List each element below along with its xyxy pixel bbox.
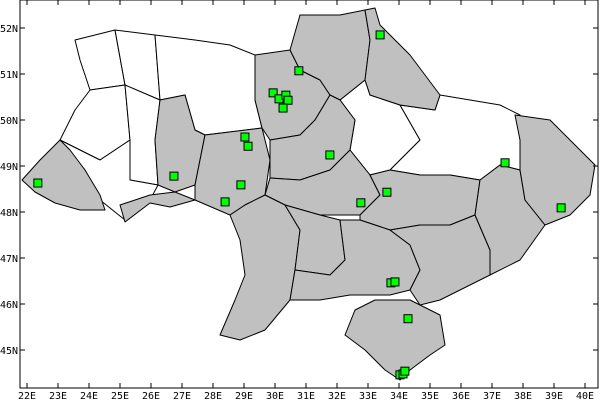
station-marker — [243, 141, 253, 151]
region-odesa — [219, 194, 301, 341]
region-crimea — [344, 299, 446, 381]
station-marker — [236, 180, 246, 190]
lon-tick-label: 23E — [49, 391, 67, 400]
lon-tick-label: 28E — [204, 391, 222, 400]
station-marker — [169, 171, 179, 181]
lat-tick-label: 52N — [0, 24, 18, 35]
station-marker — [556, 203, 566, 213]
station-marker — [500, 158, 510, 168]
station-marker — [294, 66, 304, 76]
lon-tick-label: 39E — [545, 391, 563, 400]
station-marker — [403, 314, 413, 324]
lon-tick-label: 25E — [111, 391, 129, 400]
lat-tick-label: 51N — [0, 70, 18, 81]
station-marker — [283, 95, 293, 105]
lon-tick-label: 36E — [452, 391, 470, 400]
station-marker — [240, 132, 250, 142]
lon-axis: 22E 23E 24E 25E 26E 27E 28E 29E 30E 31E 32E 33E 34E 3… — [18, 0, 594, 400]
station-marker — [356, 198, 366, 208]
region-zakarpattia — [21, 139, 106, 211]
station-marker — [325, 150, 335, 160]
lon-tick-label: 35E — [421, 391, 439, 400]
station-marker — [400, 366, 410, 376]
lon-tick-label: 32E — [328, 391, 346, 400]
lon-tick-label: 37E — [483, 391, 501, 400]
station-marker — [278, 103, 288, 113]
lat-tick-label: 48N — [0, 208, 18, 219]
station-marker — [390, 277, 400, 287]
station-marker — [33, 178, 43, 188]
lon-tick-label: 26E — [142, 391, 160, 400]
lon-tick-label: 30E — [266, 391, 284, 400]
lon-tick-label: 27E — [173, 391, 191, 400]
regions — [21, 7, 596, 381]
lat-tick-label: 50N — [0, 116, 18, 127]
lon-tick-label: 29E — [235, 391, 253, 400]
lon-tick-label: 38E — [514, 391, 532, 400]
stations — [33, 30, 566, 380]
lon-tick-label: 40E — [576, 391, 594, 400]
lon-tick-label: 31E — [297, 391, 315, 400]
lat-tick-label: 49N — [0, 162, 18, 173]
lat-tick-label: 46N — [0, 300, 18, 311]
lon-tick-label: 24E — [80, 391, 98, 400]
region-chernivtsi — [119, 191, 196, 223]
region-sumy — [364, 7, 441, 111]
lat-axis: 45N 46N 47N 48N 49N 50N 51N 52N — [0, 24, 598, 357]
lon-tick-label: 33E — [359, 391, 377, 400]
station-marker — [268, 88, 278, 98]
lon-tick-label: 34E — [390, 391, 408, 400]
station-marker — [382, 187, 392, 197]
lon-tick-label: 22E — [18, 391, 36, 400]
region-donetsk — [474, 164, 546, 276]
map-frame — [19, 0, 599, 389]
station-marker — [220, 197, 230, 207]
lat-tick-label: 47N — [0, 254, 18, 265]
station-marker — [375, 30, 385, 40]
lat-tick-label: 45N — [0, 346, 18, 357]
region-luhansk — [514, 114, 596, 226]
